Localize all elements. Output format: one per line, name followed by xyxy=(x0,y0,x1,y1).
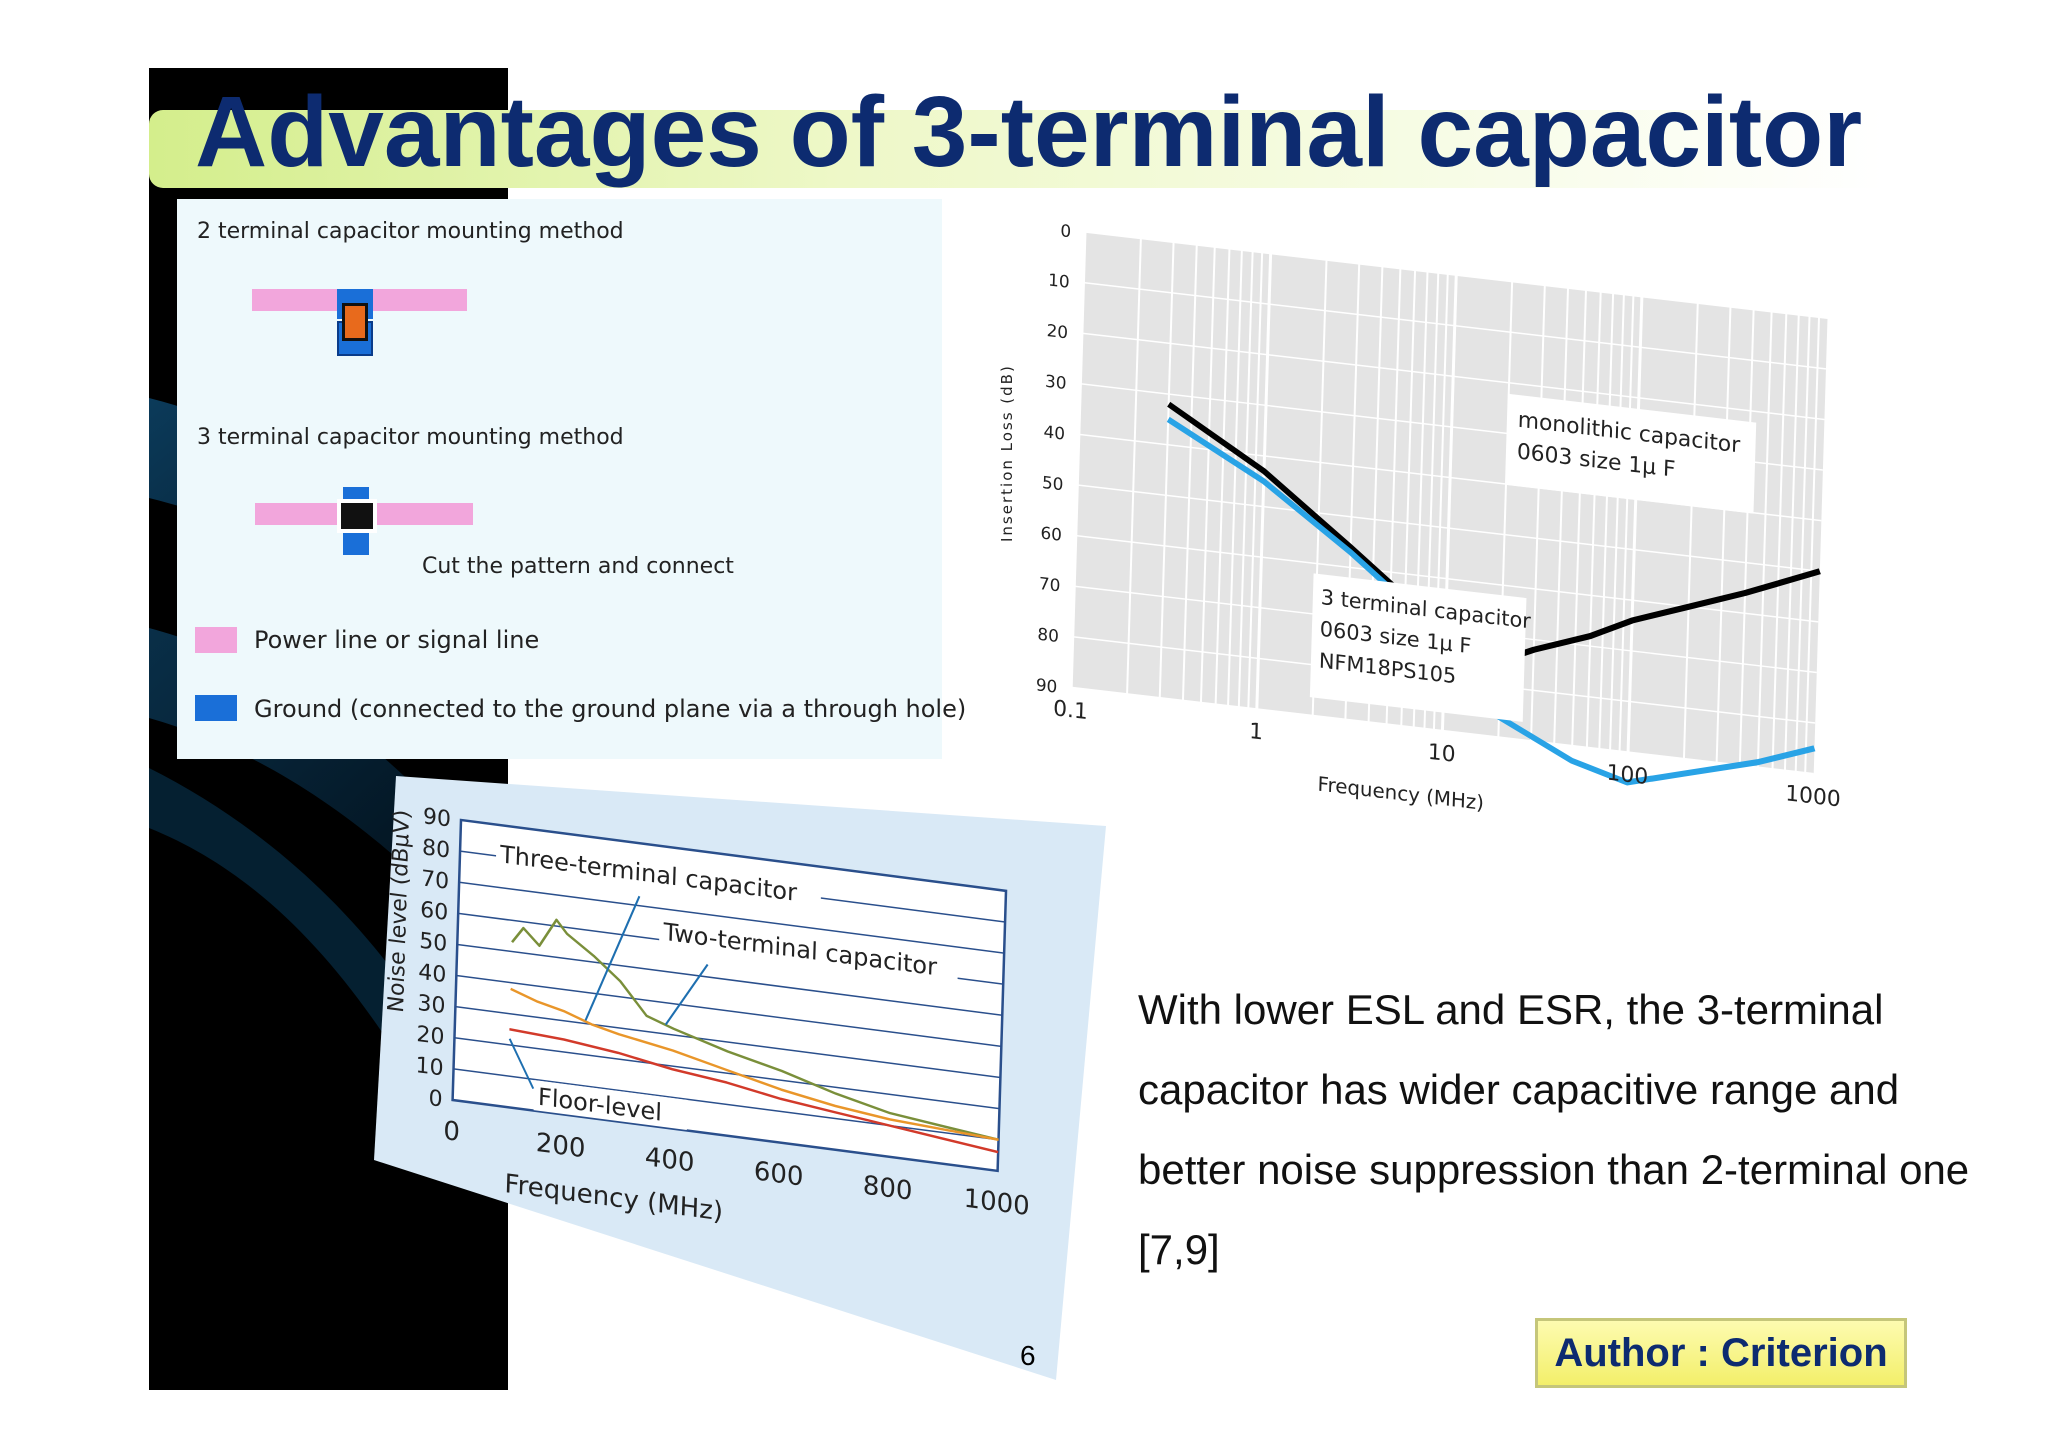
x-axis-label: Frequency (MHz) xyxy=(1317,773,1484,815)
y-tick-label: 40 xyxy=(1043,421,1065,443)
series-line-0 xyxy=(511,918,999,1141)
grid-line xyxy=(1598,293,1615,749)
x-tick-label: 0 xyxy=(443,1116,460,1148)
grid-line xyxy=(1081,332,1825,421)
annotation-leader xyxy=(584,895,641,1021)
grid-line xyxy=(1553,287,1569,744)
annotation-leader xyxy=(508,1038,535,1089)
summary-text: With lower ESL and ESR, the 3-terminal c… xyxy=(1138,986,1970,1273)
grid-line xyxy=(1609,294,1625,751)
y-tick-label: 10 xyxy=(1048,269,1070,291)
title-highlight-band xyxy=(149,110,1884,188)
y-tick-label: 30 xyxy=(1045,371,1067,393)
grid-line xyxy=(1715,306,1732,763)
y-tick-label: 50 xyxy=(1042,472,1064,494)
grid-line xyxy=(1071,686,1814,775)
grid-line xyxy=(1756,311,1773,768)
y-tick-label: 0 xyxy=(1060,220,1071,241)
three-terminal-title: 3 terminal capacitor mounting method xyxy=(197,425,624,450)
annotation-bg xyxy=(495,837,822,911)
grid-line xyxy=(1626,296,1644,753)
x-tick-label: 10 xyxy=(1428,740,1456,768)
grid-line xyxy=(1199,246,1216,703)
grid-line xyxy=(1181,244,1198,701)
series-line-1 xyxy=(510,987,999,1141)
y-tick-label: 40 xyxy=(418,959,447,989)
capacitor-body-3t xyxy=(337,499,377,533)
grid-line xyxy=(1794,316,1811,772)
capacitor-body-2t xyxy=(342,303,368,341)
grid-line xyxy=(459,881,1005,954)
x-tick-label: 0.1 xyxy=(1053,696,1088,725)
grid-line xyxy=(1618,295,1635,752)
y-tick-label: 70 xyxy=(421,865,450,895)
slide-title: Advantages of 3-terminal capacitor xyxy=(195,76,1863,188)
series-line-2 xyxy=(509,1028,999,1154)
grid-line xyxy=(1077,484,1820,572)
page-number: 6 xyxy=(1020,1340,1036,1371)
grid-line xyxy=(456,974,1002,1048)
y-tick-label: 70 xyxy=(1039,573,1061,595)
x-tick-label: 1 xyxy=(1249,719,1264,746)
grid-line xyxy=(1214,248,1231,705)
power-line-swatch xyxy=(195,627,237,653)
legend-power-line: Power line or signal line xyxy=(254,626,540,654)
grid-line xyxy=(455,1005,1001,1079)
y-tick-label: 90 xyxy=(1036,674,1058,696)
y-tick-label: 90 xyxy=(423,803,452,833)
y-tick-label: 60 xyxy=(1040,522,1062,544)
two-terminal-title: 2 terminal capacitor mounting method xyxy=(197,219,624,244)
annotation-leader xyxy=(664,963,709,1026)
mounting-method-diagram: 2 terminal capacitor mounting method 3 t… xyxy=(177,199,966,759)
x-tick-label: 400 xyxy=(644,1142,695,1178)
y-tick-label: 0 xyxy=(428,1085,443,1113)
y-tick-label: 20 xyxy=(416,1021,445,1051)
author-label: Author : Criterion xyxy=(1535,1318,1907,1388)
plot-area xyxy=(451,818,1008,1173)
legend-ground: Ground (connected to the ground plane vi… xyxy=(254,695,967,723)
grid-line xyxy=(1571,290,1587,746)
y-axis-label: Insertion Loss (dB) xyxy=(998,364,1016,542)
grid-line xyxy=(1237,251,1254,707)
x-tick-label: 200 xyxy=(535,1128,586,1164)
annotation-bg xyxy=(533,1080,688,1131)
grid-line xyxy=(1084,231,1828,319)
y-tick-label: 60 xyxy=(420,896,449,926)
ground-swatch xyxy=(195,695,237,721)
insertion-loss-chart: 0 10 20 30 40 50 60 70 80 900.1 1 10 100 1000 Frequenc… xyxy=(998,220,1841,815)
x-tick-label: 100 xyxy=(1606,760,1648,790)
grid-line xyxy=(1083,281,1826,370)
grid-line xyxy=(1247,252,1264,709)
y-tick-label: 10 xyxy=(415,1052,444,1082)
y-tick-label: 80 xyxy=(1037,624,1059,646)
cut-pattern-note: Cut the pattern and connect xyxy=(422,554,734,579)
grid-line xyxy=(1682,303,1699,759)
x-tick-label: 1000 xyxy=(1785,781,1841,812)
grid-line xyxy=(1126,238,1142,695)
annotation-bg xyxy=(659,915,959,985)
y-tick-label: 30 xyxy=(417,990,446,1020)
grid-line xyxy=(1530,285,1546,741)
grid-line xyxy=(1738,309,1755,766)
grid-line xyxy=(457,943,1003,1017)
grid-line xyxy=(1771,313,1788,769)
x-tick-label: 800 xyxy=(862,1171,913,1207)
y-axis-label: Noise level (dBμV) xyxy=(383,808,415,1014)
y-tick-label: 20 xyxy=(1046,320,1068,342)
grid-line xyxy=(1783,314,1800,771)
grid-line xyxy=(1585,291,1602,748)
grid-line xyxy=(453,1068,999,1141)
grid-line xyxy=(1069,231,1087,688)
grid-line xyxy=(454,1037,1000,1110)
grid-line xyxy=(1158,242,1175,698)
y-tick-label: 50 xyxy=(419,928,448,958)
x-tick-label: 600 xyxy=(753,1156,804,1192)
y-tick-label: 80 xyxy=(422,834,451,864)
grid-line xyxy=(1804,317,1820,773)
grid-line xyxy=(1227,250,1243,706)
